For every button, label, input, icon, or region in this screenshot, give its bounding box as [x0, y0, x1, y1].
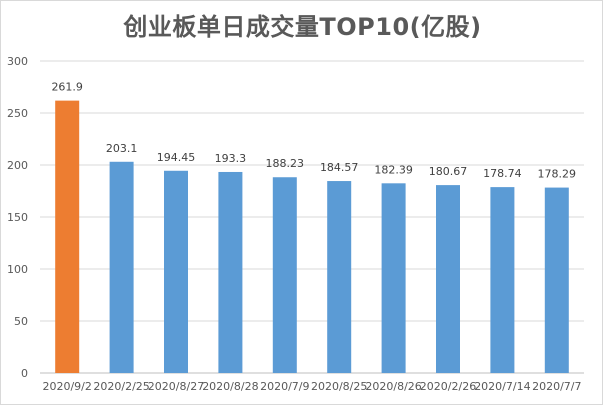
data-label: 188.23 [266, 157, 305, 170]
chart-title: 创业板单日成交量TOP10(亿股) [123, 13, 482, 41]
x-tick-label: 2020/7/7 [532, 380, 581, 393]
data-label: 184.57 [320, 161, 359, 174]
x-tick-label: 2020/8/26 [365, 380, 421, 393]
y-tick-label: 250 [7, 107, 28, 120]
y-tick-label: 100 [7, 263, 28, 276]
data-label: 178.29 [538, 168, 577, 181]
data-label: 194.45 [157, 151, 196, 164]
data-label: 193.3 [215, 152, 247, 165]
bar [327, 181, 352, 373]
bar [272, 177, 297, 373]
data-label: 261.9 [51, 81, 83, 94]
x-tick-label: 2020/7/14 [474, 380, 530, 393]
bar [436, 185, 460, 373]
x-tick-label: 2020/2/26 [420, 380, 476, 393]
x-tick-label: 2020/2/25 [93, 380, 149, 393]
x-tick-label: 2020/8/28 [202, 380, 258, 393]
bar [381, 183, 406, 373]
bar [218, 171, 243, 373]
x-tick-label: 2020/8/25 [311, 380, 367, 393]
y-tick-label: 50 [14, 315, 28, 328]
bar [544, 187, 569, 373]
bar [55, 100, 80, 374]
y-tick-label: 300 [7, 55, 28, 68]
data-label: 203.1 [106, 142, 138, 155]
data-label: 182.39 [374, 163, 413, 176]
y-tick-label: 0 [21, 367, 28, 380]
y-tick-label: 200 [7, 159, 28, 172]
y-tick-label: 150 [7, 211, 28, 224]
x-tick-label: 2020/8/27 [148, 380, 204, 393]
x-tick-label: 2020/7/9 [260, 380, 309, 393]
bar [164, 170, 188, 373]
bar [490, 187, 515, 373]
data-label: 178.74 [483, 167, 522, 180]
bar [109, 161, 134, 373]
data-label: 180.67 [429, 165, 468, 178]
x-tick-label: 2020/9/2 [42, 380, 91, 393]
